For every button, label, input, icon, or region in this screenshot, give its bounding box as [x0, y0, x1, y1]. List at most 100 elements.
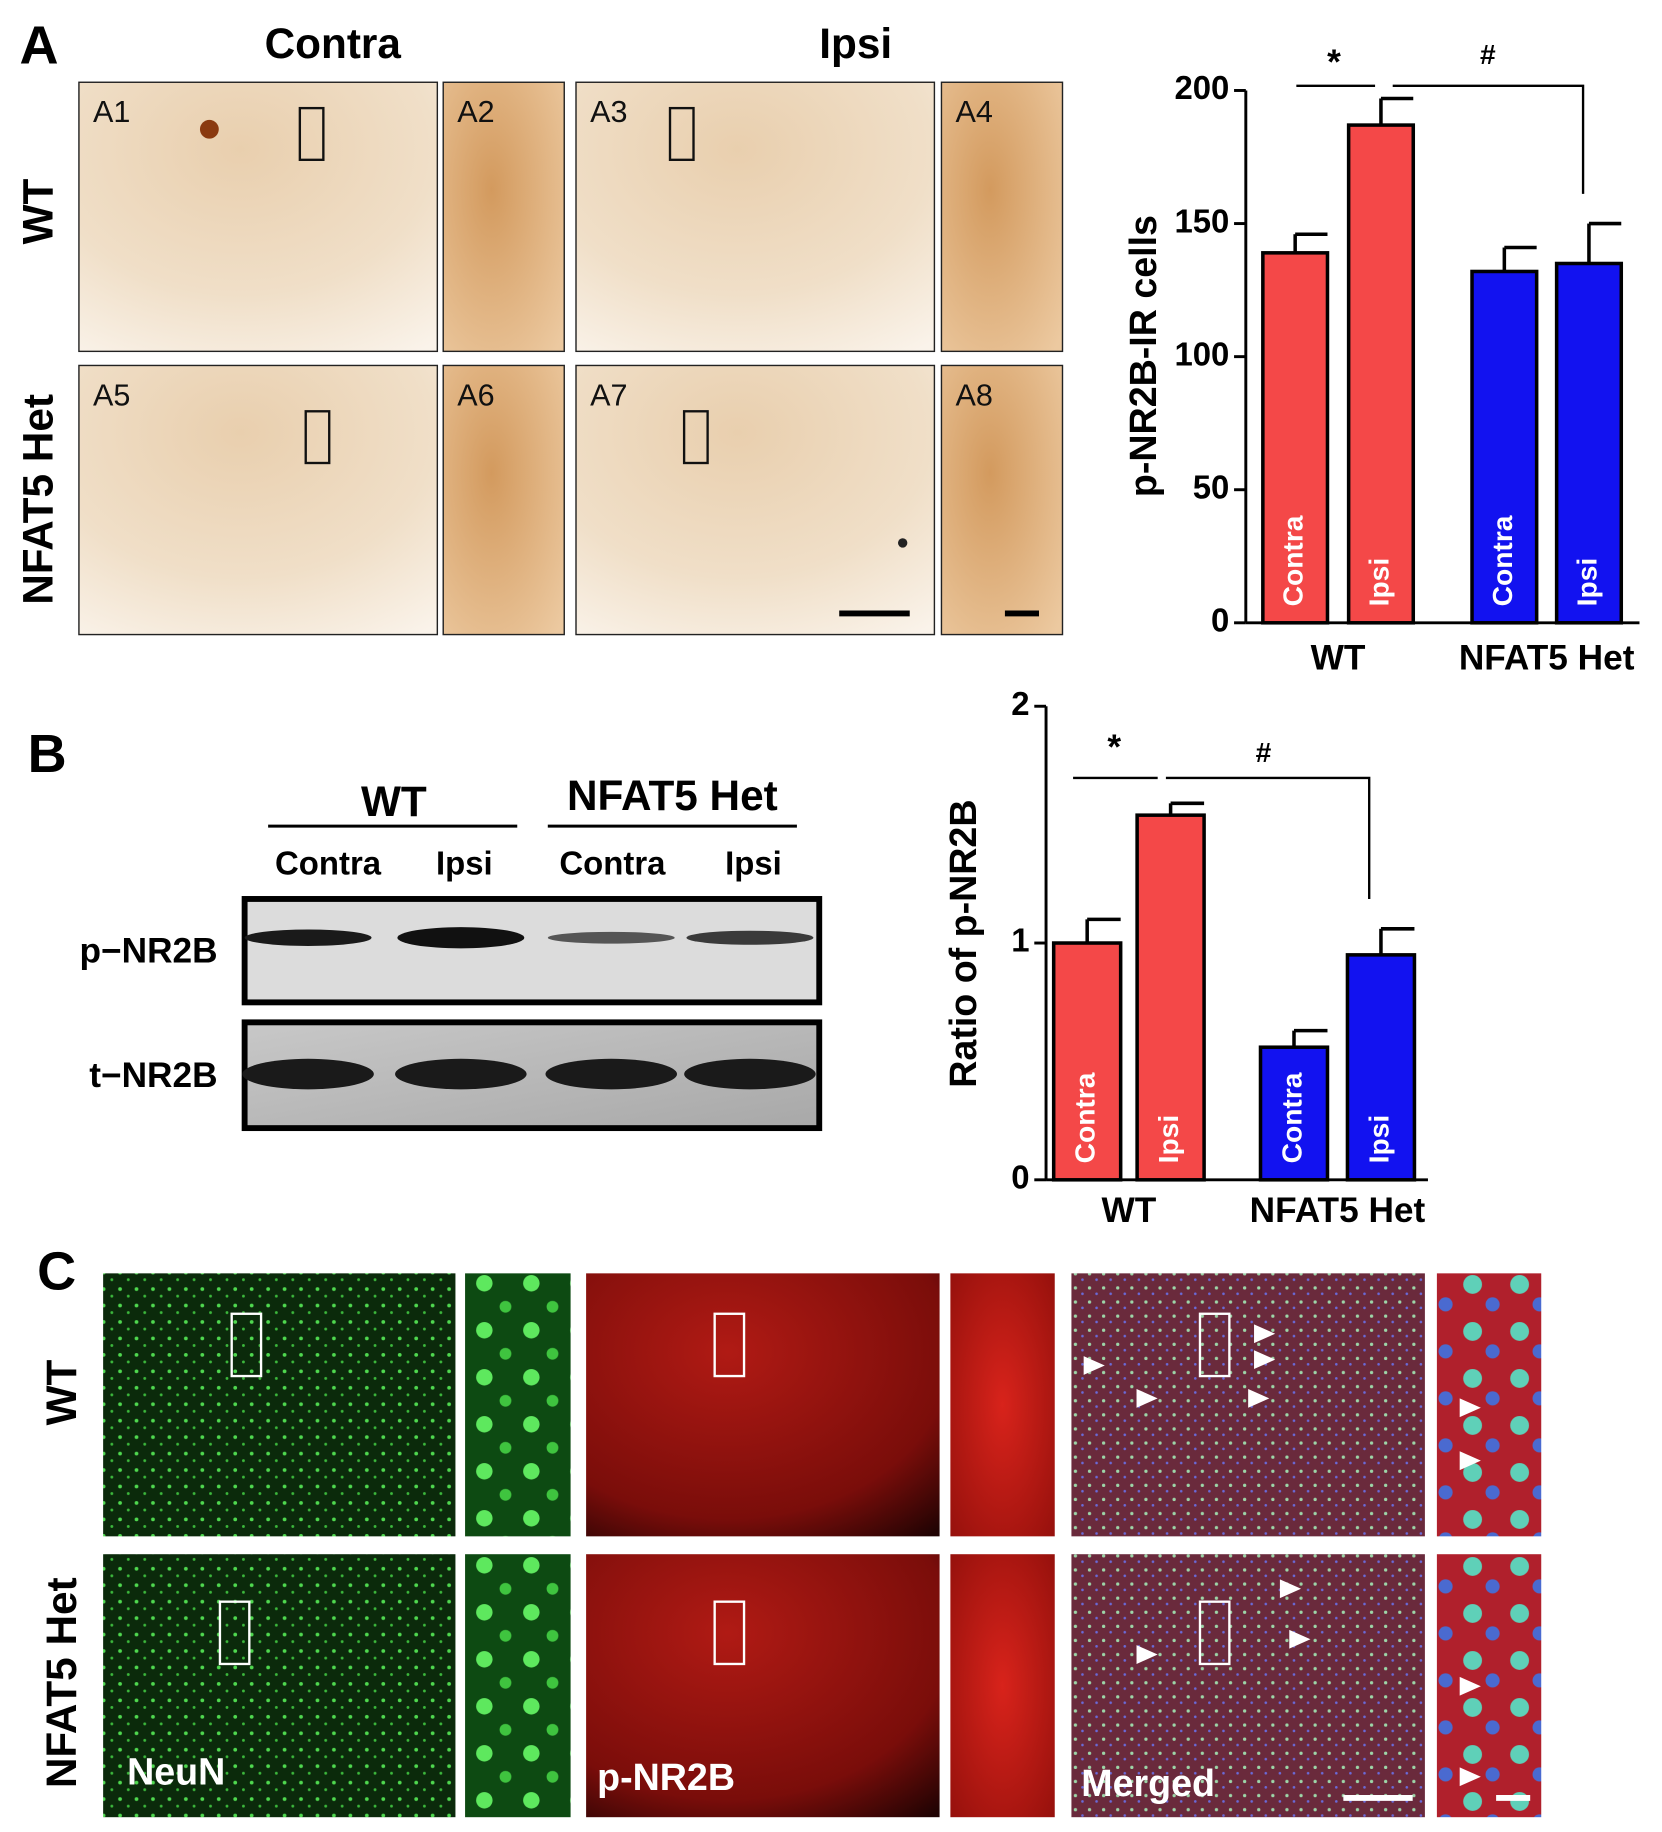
roi-box — [298, 106, 325, 161]
arrowhead — [1254, 1350, 1276, 1370]
band — [545, 1058, 678, 1090]
bar-label: Ipsi — [1570, 558, 1602, 607]
arrowhead — [1289, 1629, 1311, 1649]
y-tick-label: 100 — [1174, 335, 1229, 372]
y-tick-label: 0 — [1211, 601, 1229, 638]
micrograph — [101, 1271, 457, 1538]
arrowhead — [1136, 1645, 1158, 1664]
micrograph — [1435, 1552, 1543, 1819]
artifact — [897, 538, 908, 548]
row-label: WT — [14, 178, 61, 244]
significance-bracket — [1165, 776, 1371, 899]
bar — [1261, 251, 1330, 625]
image-label: A2 — [457, 95, 494, 129]
arrowhead — [1083, 1356, 1105, 1375]
micrograph — [78, 81, 439, 353]
band — [686, 930, 814, 945]
image-label: A7 — [590, 378, 627, 412]
bar-label: Contra — [1275, 1072, 1307, 1163]
bar — [1051, 941, 1123, 1182]
micrograph — [78, 364, 439, 636]
significance-mark: # — [1480, 38, 1496, 70]
roi-box — [230, 1312, 263, 1378]
y-tick-label: 0 — [1011, 1159, 1029, 1196]
micrograph — [1070, 1552, 1427, 1819]
image-label: A3 — [590, 95, 627, 129]
y-tick-label: 150 — [1174, 202, 1229, 239]
blot-label: t−NR2B — [89, 1056, 217, 1095]
y-tick-label: 50 — [1193, 468, 1230, 505]
panel-label: C — [37, 1241, 76, 1301]
arrowhead — [1459, 1451, 1481, 1471]
roi-box — [304, 410, 331, 465]
band — [397, 927, 525, 949]
lane-label: Ipsi — [436, 845, 493, 882]
bar-label: Ipsi — [1152, 1115, 1184, 1164]
channel-label: Merged — [1081, 1762, 1215, 1804]
image-label: A6 — [457, 378, 494, 412]
micrograph — [101, 1552, 457, 1819]
blot-label: p−NR2B — [79, 931, 217, 970]
panel-label: B — [28, 724, 67, 784]
arrowhead — [1136, 1388, 1158, 1408]
arrowhead — [1248, 1388, 1270, 1408]
micrograph — [940, 364, 1064, 636]
bar — [1470, 269, 1539, 625]
bar-label: Ipsi — [1362, 558, 1394, 607]
micrograph — [1435, 1271, 1543, 1538]
bar-label: Contra — [1486, 515, 1518, 606]
arrowhead — [1279, 1579, 1302, 1599]
band — [684, 1058, 816, 1090]
bar — [1345, 953, 1417, 1182]
bar — [1346, 123, 1416, 625]
group-label: NFAT5 Het — [567, 772, 778, 819]
roi-box — [668, 106, 695, 161]
bar — [1135, 813, 1206, 1182]
significance-mark: # — [1256, 736, 1272, 768]
row-label: NFAT5 Het — [14, 394, 61, 605]
lane-label: Contra — [559, 845, 666, 882]
row-label: NFAT5 Het — [38, 1577, 85, 1788]
arrowhead — [1459, 1676, 1481, 1696]
roi-box — [713, 1312, 746, 1378]
band — [242, 1058, 374, 1090]
y-tick-label: 2 — [1011, 685, 1029, 722]
significance-mark: * — [1107, 728, 1121, 767]
x-tick-label: WT — [1311, 639, 1366, 678]
row-label: WT — [38, 1359, 85, 1425]
lane-label: Contra — [275, 845, 382, 882]
micrograph — [948, 1271, 1057, 1538]
band — [395, 1058, 527, 1090]
column-header: Contra — [265, 20, 402, 67]
image-label: A1 — [93, 95, 130, 129]
arrowhead — [1254, 1324, 1276, 1344]
arrowhead — [1459, 1398, 1481, 1418]
channel-label: p-NR2B — [597, 1756, 735, 1798]
significance-bracket — [1392, 84, 1585, 194]
bar-label: Contra — [1277, 515, 1309, 606]
roi-box — [218, 1600, 251, 1666]
band — [244, 929, 372, 946]
lane-label: Ipsi — [725, 845, 782, 882]
roi-box — [1198, 1600, 1231, 1666]
bar-label: Ipsi — [1362, 1115, 1394, 1164]
image-label: A5 — [93, 378, 130, 412]
micrograph — [948, 1552, 1057, 1819]
group-label: WT — [361, 778, 427, 825]
x-tick-label: WT — [1101, 1191, 1156, 1230]
arrowhead — [1459, 1767, 1481, 1787]
micrograph — [584, 1271, 941, 1538]
column-header: Ipsi — [819, 20, 892, 67]
bar — [1258, 1045, 1330, 1182]
micrograph — [442, 81, 565, 353]
panel-label: A — [19, 16, 58, 76]
micrograph — [575, 364, 936, 636]
y-tick-label: 200 — [1174, 69, 1229, 106]
roi-box — [1198, 1312, 1231, 1378]
y-axis-title: Ratio of p-NR2B — [942, 800, 984, 1088]
x-tick-label: NFAT5 Het — [1250, 1191, 1426, 1230]
micrograph — [575, 81, 936, 353]
image-label: A8 — [956, 378, 993, 412]
